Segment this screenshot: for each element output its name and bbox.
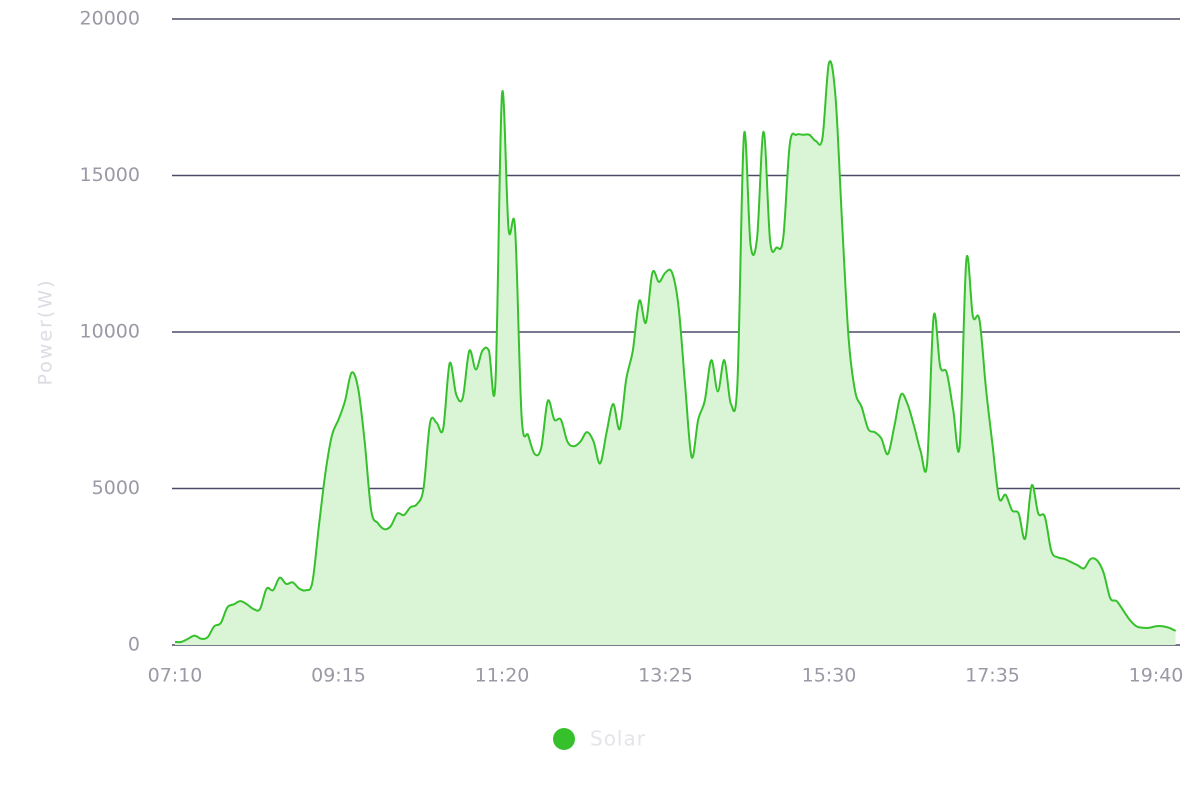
y-tick-label: 20000 <box>80 8 140 30</box>
legend-label: Solar <box>590 727 646 751</box>
y-tick-label: 10000 <box>80 321 140 343</box>
x-tick-label: 09:15 <box>311 665 366 687</box>
y-tick-label: 0 <box>128 634 140 656</box>
y-tick-label: 5000 <box>92 477 140 499</box>
x-tick-label: 17:35 <box>965 665 1020 687</box>
y-tick-label: 15000 <box>80 164 140 186</box>
x-tick-label: 07:10 <box>148 665 203 687</box>
line <box>174 60 1177 644</box>
x-tick-label: 19:40 <box>1129 665 1184 687</box>
x-tick-label: 13:25 <box>638 665 693 687</box>
area <box>175 61 1176 645</box>
x-tick-label: 11:20 <box>475 665 530 687</box>
y-axis-label: Power(W) <box>35 278 57 385</box>
x-tick-label: 15:30 <box>802 665 857 687</box>
legend-marker <box>553 728 575 750</box>
